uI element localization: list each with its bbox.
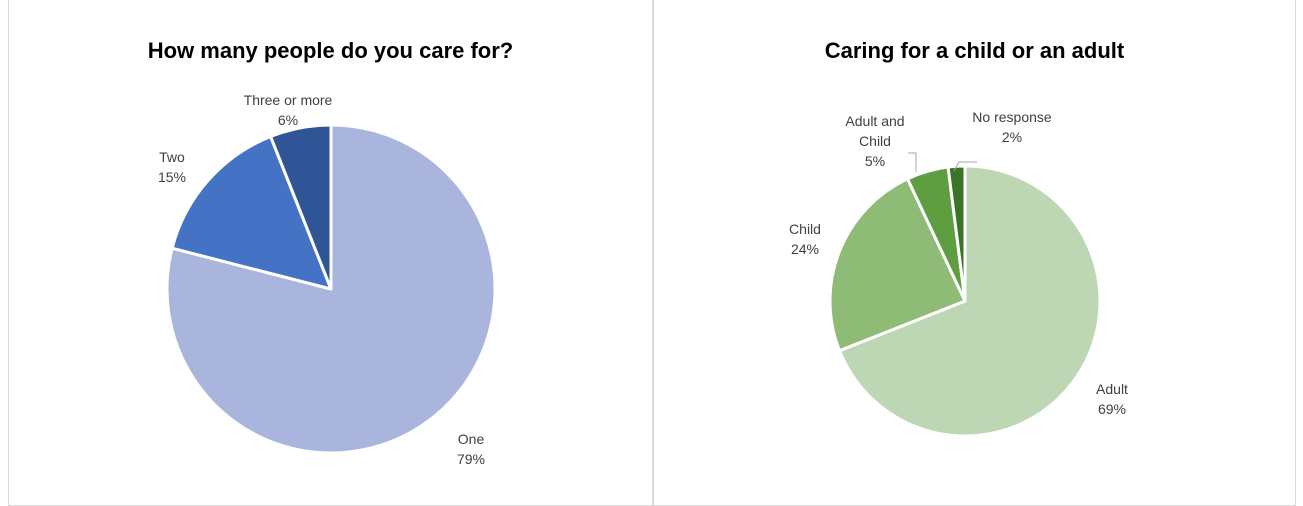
pie-slice-adult (837, 164, 1102, 438)
pie-slice-child (828, 177, 967, 353)
data-label-adult: Adult 69% (1096, 381, 1128, 417)
pie-slice-one (165, 123, 497, 455)
data-label-child: Child 24% (789, 221, 821, 257)
data-label-no-response: No response 2% (972, 109, 1052, 145)
chart-title: How many people do you care for? (147, 38, 514, 63)
leader-line (953, 161, 977, 172)
pie-chart-child-adult: Adult 69% Child 24% Adult and Child 5% No respo… (789, 109, 1128, 438)
chart-title: Caring for a child or an adult (824, 38, 1125, 63)
pie-slice-two (170, 135, 333, 291)
pie-chart-care-count: One 79% Two 15% Three or more 6% (158, 92, 497, 467)
data-label-two: Two 15% (158, 149, 186, 185)
data-label-one: One 79% (457, 431, 485, 467)
chart-panel-care-count: How many people do you care for? One 79% T… (8, 0, 653, 506)
data-label-three-or-more: Three or more 6% (244, 92, 333, 128)
pie-slice-three-or-more (269, 123, 333, 291)
data-label-adult-and-child: Adult and Child 5% (845, 113, 904, 169)
chart-panel-child-adult: Caring for a child or an adult Adult 69% C… (653, 0, 1296, 506)
leader-line (908, 152, 917, 172)
